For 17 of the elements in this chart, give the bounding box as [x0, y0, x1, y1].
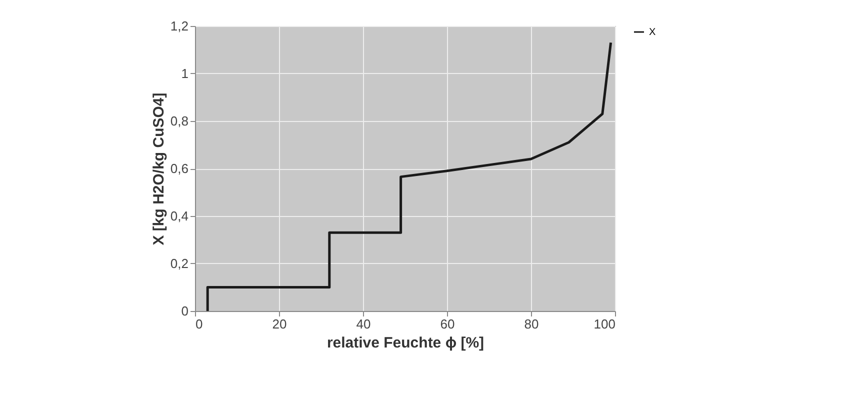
line-series [206, 41, 612, 312]
x-tick-label: 0 [196, 316, 203, 332]
legend-label: X [649, 27, 656, 38]
y-axis-title: X [kg H2O/kg CuSO4] [150, 92, 168, 246]
y-tick-label: 1 [181, 66, 188, 81]
x-tick-label: 20 [272, 316, 287, 332]
x-tick-label: 80 [524, 316, 539, 332]
x-tick-label: 100 [594, 316, 616, 332]
y-tick-label: 0,8 [170, 114, 188, 128]
x-tick-label: 40 [356, 316, 371, 332]
x-axis-title: relative Feuchte ϕ [%] [326, 334, 484, 352]
x-tick-label: 60 [440, 316, 455, 332]
y-tick-label: 0,6 [170, 161, 188, 176]
y-tick-label: 0,4 [170, 208, 188, 224]
y-tick-label: 1,2 [170, 18, 188, 34]
y-tick-label: 0 [181, 304, 188, 318]
y-tick-label: 0,2 [170, 256, 188, 271]
